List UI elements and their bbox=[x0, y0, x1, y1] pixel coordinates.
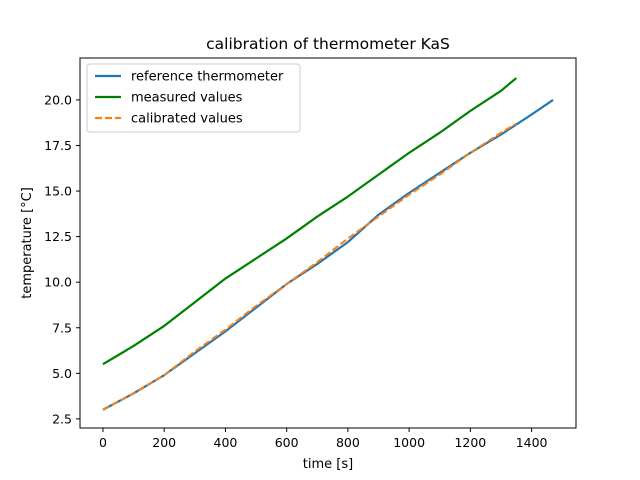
plot-frame bbox=[79, 57, 577, 429]
x-tick-label: 800 bbox=[336, 435, 360, 450]
y-axis: 2.5 5.0 7.5 10.0 12.5 15.0 17.5 20.0 bbox=[44, 92, 80, 426]
x-tick-label: 1200 bbox=[454, 435, 486, 450]
x-tick-label: 1400 bbox=[516, 435, 548, 450]
plot-area bbox=[102, 77, 554, 411]
y-tick-label: 12.5 bbox=[44, 229, 72, 244]
legend: reference thermometer measured values cali… bbox=[86, 63, 301, 133]
y-tick-label: 10.0 bbox=[44, 275, 72, 290]
y-tick-label: 17.5 bbox=[44, 138, 72, 153]
y-tick-label: 2.5 bbox=[52, 411, 72, 426]
y-tick-label: 15.0 bbox=[44, 184, 72, 199]
x-tick-label: 1000 bbox=[393, 435, 425, 450]
y-axis-label: temperature [°C] bbox=[20, 187, 35, 299]
legend-label-1: reference thermometer bbox=[131, 70, 284, 85]
series-line-2 bbox=[102, 77, 518, 366]
x-tick-label: 0 bbox=[99, 435, 107, 450]
y-tick-label: 5.0 bbox=[52, 366, 72, 381]
x-tick-label: 400 bbox=[214, 435, 238, 450]
legend-label-3: calibrated values bbox=[131, 112, 243, 127]
y-tick-label: 7.5 bbox=[52, 320, 72, 335]
y-tick-label: 20.0 bbox=[44, 92, 72, 107]
x-tick-label: 200 bbox=[152, 435, 176, 450]
chart-title: calibration of thermometer KaS bbox=[206, 35, 450, 53]
x-axis: 0 200 400 600 800 1000 1200 1400 bbox=[99, 428, 548, 450]
x-axis-label: time [s] bbox=[303, 457, 353, 472]
series-line-3 bbox=[102, 122, 517, 411]
x-tick-label: 600 bbox=[275, 435, 299, 450]
legend-box bbox=[86, 63, 301, 133]
legend-label-2: measured values bbox=[131, 91, 243, 106]
